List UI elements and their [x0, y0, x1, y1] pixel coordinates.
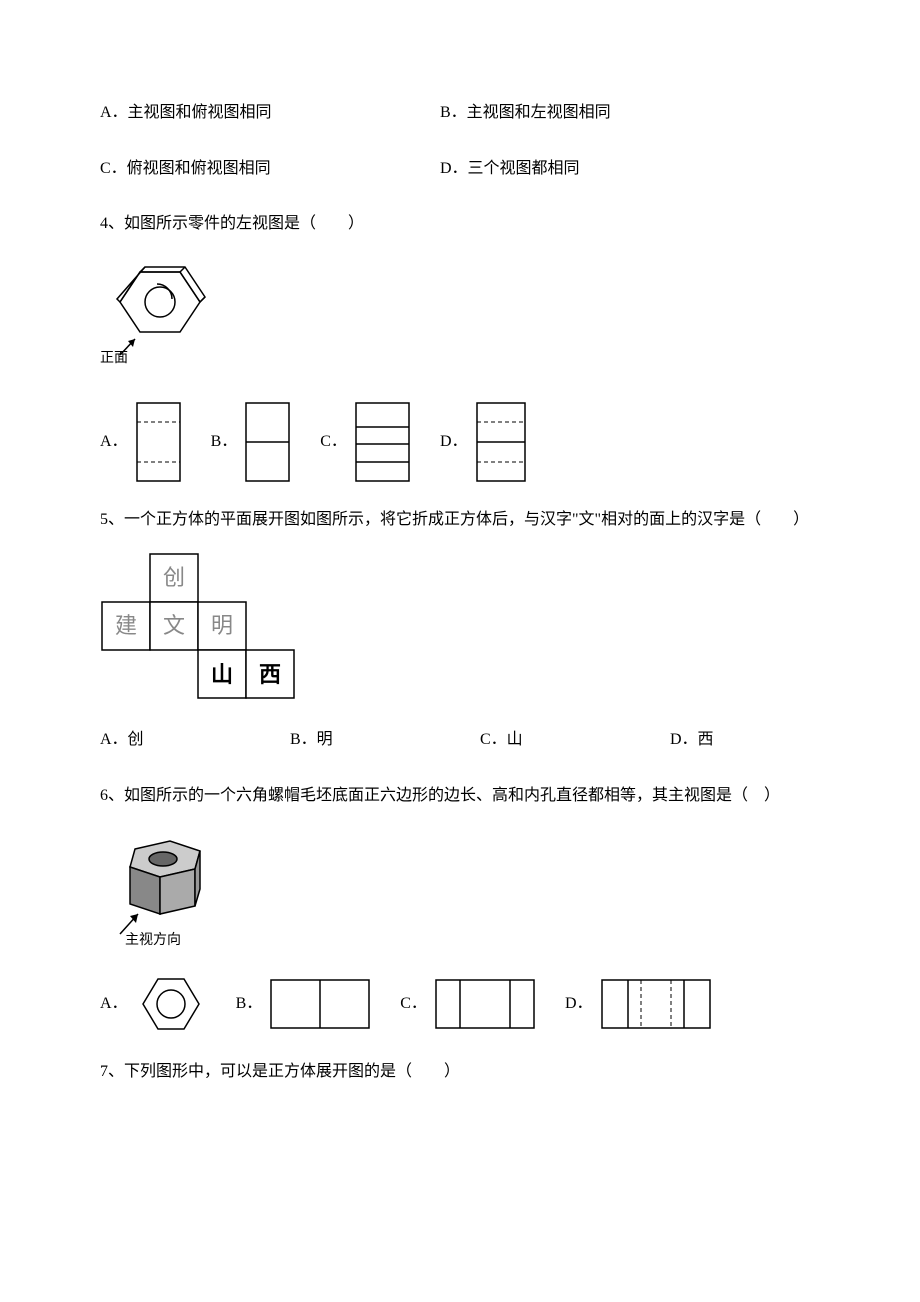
- option-B: B．明: [290, 727, 440, 753]
- cell-c2: 建: [115, 613, 137, 638]
- question-4-text: 4、如图所示零件的左视图是（ ）: [100, 211, 820, 237]
- option-B-figure: [270, 979, 370, 1029]
- option-B: B．: [236, 979, 371, 1029]
- option-C: C．山: [480, 727, 630, 753]
- option-D: D．三个视图都相同: [440, 156, 740, 182]
- option-B: B．: [211, 402, 291, 482]
- option-C: C．: [400, 979, 535, 1029]
- option-label: A．: [100, 429, 128, 455]
- option-label: B．: [236, 991, 263, 1017]
- option-C: C．俯视图和俯视图相同: [100, 156, 400, 182]
- option-A-figure: [136, 974, 206, 1034]
- question-7-text: 7、下列图形中，可以是正方体展开图的是（ ）: [100, 1059, 820, 1085]
- question-6-text: 6、如图所示的一个六角螺帽毛坯底面正六边形的边长、高和内孔直径都相等，其主视图是…: [100, 783, 820, 809]
- option-label: C．: [400, 991, 427, 1017]
- cell-c6: 西: [259, 662, 281, 687]
- option-D: D．西: [670, 727, 820, 753]
- question-5-figure: 创 建 文 明 山 西: [100, 552, 820, 702]
- direction-label: 主视方向: [125, 932, 181, 948]
- question-5: 5、一个正方体的平面展开图如图所示，将它折成正方体后，与汉字"文"相对的面上的汉…: [100, 507, 820, 753]
- option-label: D．: [440, 429, 468, 455]
- option-label: C．: [320, 429, 347, 455]
- option-C-figure: [435, 979, 535, 1029]
- cell-c4: 明: [211, 613, 233, 638]
- option-B: B．主视图和左视图相同: [440, 100, 740, 126]
- option-row: A．主视图和俯视图相同 B．主视图和左视图相同: [100, 100, 820, 126]
- option-row: C．俯视图和俯视图相同 D．三个视图都相同: [100, 156, 820, 182]
- option-A-figure: [136, 402, 181, 482]
- question-3-options: A．主视图和俯视图相同 B．主视图和左视图相同 C．俯视图和俯视图相同 D．三个…: [100, 100, 820, 181]
- option-A: A．创: [100, 727, 250, 753]
- front-label: 正面: [100, 351, 128, 366]
- question-6-options: A． B． C． D．: [100, 974, 820, 1034]
- question-5-text: 5、一个正方体的平面展开图如图所示，将它折成正方体后，与汉字"文"相对的面上的汉…: [100, 507, 820, 533]
- option-A: A．: [100, 402, 181, 482]
- option-D: D．: [565, 979, 711, 1029]
- question-5-options: A．创 B．明 C．山 D．西: [100, 727, 820, 753]
- option-label: A．: [100, 991, 128, 1017]
- option-B-figure: [245, 402, 290, 482]
- cell-c1: 创: [163, 565, 185, 590]
- option-D-figure: [601, 979, 711, 1029]
- option-label: D．: [565, 991, 593, 1017]
- option-C: C．: [320, 402, 410, 482]
- question-7: 7、下列图形中，可以是正方体展开图的是（ ）: [100, 1059, 820, 1085]
- question-6: 6、如图所示的一个六角螺帽毛坯底面正六边形的边长、高和内孔直径都相等，其主视图是…: [100, 783, 820, 1034]
- option-D-figure: [476, 402, 526, 482]
- option-A: A．: [100, 974, 206, 1034]
- option-D: D．: [440, 402, 526, 482]
- cell-c3: 文: [163, 613, 185, 638]
- option-label: B．: [211, 429, 238, 455]
- option-A: A．主视图和俯视图相同: [100, 100, 400, 126]
- question-6-figure: 主视方向: [100, 829, 820, 949]
- question-4-options: A． B． C． D．: [100, 402, 820, 482]
- question-4-figure: 正面: [100, 257, 820, 377]
- question-4: 4、如图所示零件的左视图是（ ） 正面 A． B．: [100, 211, 820, 482]
- cell-c5: 山: [211, 662, 233, 687]
- option-C-figure: [355, 402, 410, 482]
